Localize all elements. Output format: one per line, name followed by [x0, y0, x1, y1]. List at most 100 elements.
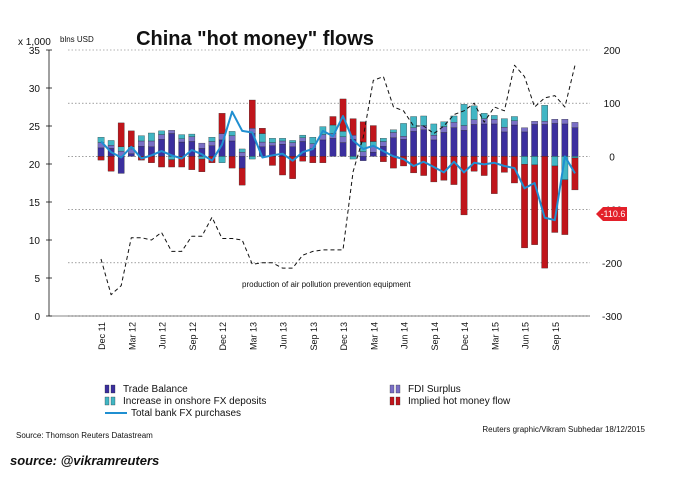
bar-fdi-surplus-28: [380, 141, 387, 147]
left-tick-label-6: 30: [29, 84, 41, 95]
bar-implied-hot-money-flow-13: [228, 156, 236, 169]
bar-trade-balance-40: [501, 131, 508, 157]
bar-implied-hot-money-flow-45: [551, 165, 559, 233]
bar-implied-hot-money-flow-8: [178, 156, 185, 168]
bar-fdi-surplus-39: [491, 119, 498, 125]
bar-increase-in-onshore-fx-deposits-29: [390, 129, 397, 133]
bar-fdi-surplus-44: [541, 121, 548, 125]
bar-increase-in-onshore-fx-deposits-43: [531, 156, 538, 166]
bar-increase-in-onshore-fx-deposits-30: [400, 123, 407, 137]
bar-implied-hot-money-flow-17: [269, 156, 276, 166]
x-tick-label-5: Mar 13: [248, 322, 258, 350]
bar-trade-balance-34: [440, 132, 448, 157]
bar-fdi-surplus-43: [531, 121, 538, 125]
bar-increase-in-onshore-fx-deposits-5: [148, 132, 155, 142]
bar-implied-hot-money-flow-27: [370, 125, 377, 142]
bar-increase-in-onshore-fx-deposits-19: [289, 140, 296, 143]
source-right: Reuters graphic/Vikram Subhedar 18/12/20…: [482, 425, 645, 434]
bar-increase-in-onshore-fx-deposits-1: [107, 140, 115, 146]
bar-increase-in-onshore-fx-deposits-25: [349, 156, 357, 160]
right-tick-label-1: 100: [604, 99, 621, 110]
bar-implied-hot-money-flow-5: [148, 156, 155, 163]
legend-swatch-1-a: [389, 384, 395, 394]
bar-fdi-surplus-11: [208, 141, 216, 146]
bar-fdi-surplus-20: [299, 137, 306, 142]
bar-trade-balance-37: [470, 124, 478, 157]
bar-implied-hot-money-flow-6: [158, 156, 165, 168]
bar-increase-in-onshore-fx-deposits-39: [491, 115, 498, 120]
legend: Trade Balance FDI Surplus Increase in onsh…: [104, 384, 511, 419]
bar-implied-hot-money-flow-28: [380, 156, 387, 162]
bar-implied-hot-money-flow-14: [238, 167, 246, 186]
bar-fdi-surplus-26: [359, 151, 367, 157]
bar-trade-balance-41: [511, 124, 518, 157]
bar-implied-hot-money-flow-22: [319, 156, 327, 163]
bar-trade-balance-31: [410, 131, 417, 157]
bar-trade-balance-43: [531, 124, 538, 157]
bar-implied-hot-money-flow-34: [440, 156, 448, 181]
bar-fdi-surplus-29: [390, 132, 397, 138]
right-tick-label-5: -300: [602, 312, 622, 323]
bar-increase-in-onshore-fx-deposits-33: [430, 123, 438, 136]
bar-fdi-surplus-13: [228, 135, 236, 142]
x-tick-label-3: Sep 12: [188, 322, 198, 351]
bar-increase-in-onshore-fx-deposits-42: [521, 156, 528, 165]
right-tick-label-2: 0: [609, 152, 615, 163]
bar-trade-balance-35: [450, 127, 458, 157]
bar-implied-hot-money-flow-19: [289, 156, 296, 179]
bar-increase-in-onshore-fx-deposits-2: [117, 146, 125, 152]
bar-trade-balance-27: [370, 151, 377, 157]
bar-increase-in-onshore-fx-deposits-4: [138, 135, 145, 142]
bar-trade-balance-8: [178, 141, 185, 157]
footer-source: source: @vikramreuters: [10, 453, 160, 468]
bar-increase-in-onshore-fx-deposits-31: [410, 116, 417, 128]
bar-fdi-surplus-14: [238, 151, 246, 157]
bar-fdi-surplus-41: [511, 120, 518, 126]
legend-label-2: Increase in onshore FX deposits: [123, 396, 266, 407]
right-axis-caption: blns USD: [60, 35, 94, 44]
bar-fdi-surplus-7: [168, 130, 175, 134]
bar-increase-in-onshore-fx-deposits-17: [269, 138, 276, 143]
bar-fdi-surplus-36: [460, 125, 468, 131]
bar-fdi-surplus-24: [339, 136, 347, 143]
bar-trade-balance-32: [420, 129, 427, 157]
bar-increase-in-onshore-fx-deposits-9: [188, 133, 196, 137]
legend-swatch-3-b: [395, 396, 401, 406]
bar-trade-balance-36: [460, 130, 468, 157]
bar-increase-in-onshore-fx-deposits-41: [511, 116, 518, 121]
bar-fdi-surplus-31: [410, 127, 417, 132]
bar-fdi-surplus-19: [289, 142, 296, 147]
bar-increase-in-onshore-fx-deposits-40: [501, 118, 508, 128]
bar-increase-in-onshore-fx-deposits-28: [380, 138, 387, 142]
left-tick-label-4: 20: [29, 160, 41, 171]
bar-fdi-surplus-35: [450, 122, 458, 128]
bar-trade-balance-19: [289, 146, 296, 157]
bar-implied-hot-money-flow-10: [198, 158, 206, 172]
x-tick-label-15: Sep 15: [551, 322, 561, 351]
bar-fdi-surplus-9: [188, 136, 196, 142]
bar-trade-balance-24: [339, 142, 347, 157]
bar-implied-hot-money-flow-29: [390, 156, 397, 169]
x-tick-label-4: Dec 12: [218, 322, 228, 351]
legend-swatch-1-b: [395, 384, 401, 394]
last-value-tag: -110.6: [596, 207, 627, 221]
left-tick-label-2: 10: [29, 236, 41, 247]
legend-swatch-0-b: [110, 384, 116, 394]
bar-fdi-surplus-16: [259, 141, 266, 147]
x-tick-label-6: Jun 13: [279, 322, 289, 349]
bar-increase-in-onshore-fx-deposits-18: [279, 138, 286, 142]
right-tick-label-0: 200: [604, 46, 621, 57]
bar-trade-balance-42: [521, 131, 528, 157]
bar-fdi-surplus-8: [178, 138, 185, 143]
last-value-tag-label: -110.6: [601, 209, 626, 219]
bar-increase-in-onshore-fx-deposits-44: [541, 105, 548, 122]
x-tick-label-1: Mar 12: [127, 322, 137, 350]
line-production-of-air-pollution-prevention-equipment: [100, 64, 576, 296]
legend-label-0: Trade Balance: [123, 384, 188, 395]
bar-increase-in-onshore-fx-deposits-20: [299, 134, 306, 138]
bar-increase-in-onshore-fx-deposits-24: [339, 131, 347, 137]
bar-trade-balance-39: [491, 123, 498, 157]
bar-increase-in-onshore-fx-deposits-14: [238, 148, 246, 153]
bar-implied-hot-money-flow-32: [420, 156, 427, 176]
x-tick-label-9: Mar 14: [369, 322, 379, 350]
